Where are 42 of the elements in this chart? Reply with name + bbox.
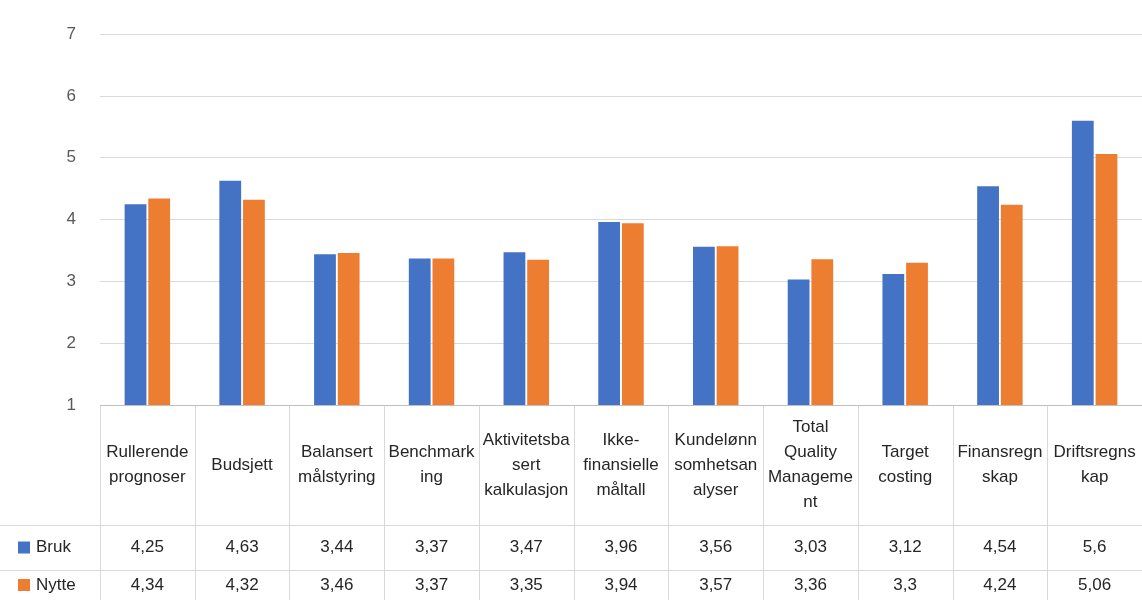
x-tick-label: Ikke-finansielle måltall [583,429,659,499]
y-tick-label: 6 [66,85,76,105]
data-label: 4,34 [130,574,164,594]
data-label: 4,63 [225,537,259,557]
data-label: 3,12 [888,537,922,557]
data-label: 5,6 [1082,537,1107,557]
y-tick-label: 4 [66,209,76,229]
x-tick-label: Benchmarking [388,442,476,487]
x-tick-label: Rullerende prognoser [106,442,189,487]
data-label: 3,37 [415,574,449,594]
data-label: 3,44 [320,537,354,557]
data-label: 3,96 [604,537,638,557]
data-label: 4,24 [983,574,1017,594]
y-tick-label: 2 [66,332,76,352]
data-label: 5,06 [1078,574,1112,594]
y-tick-label: 7 [66,23,76,43]
x-tick-label: Kundelønnsomhetsanalyser [674,429,758,499]
data-label: 4,54 [983,537,1017,557]
data-label: 3,37 [415,537,449,557]
legend-label: Bruk [36,537,72,557]
legend-label: Nytte [36,574,76,594]
x-tick-label: Balansert målstyring [298,442,376,487]
x-tick-label: Target costing [878,442,933,487]
data-label: 3,94 [604,574,638,594]
x-tick-label: Budsjett [211,454,274,474]
data-label: 3,36 [793,574,827,594]
x-tick-label: Aktivitetsbasert kalkulasjon [482,429,571,499]
data-label: 3,03 [793,537,827,557]
data-label: 3,46 [320,574,354,594]
x-tick-label: Total Quality Management [767,417,853,512]
y-tick-label: 5 [66,147,76,167]
data-label: 3,3 [893,574,917,594]
data-label: 3,57 [699,574,733,594]
y-tick-label: 3 [66,271,76,291]
data-label: 3,47 [509,537,543,557]
data-label: 4,25 [130,537,164,557]
data-label: 4,32 [225,574,259,594]
x-tick-label: Driftsregnskap [1053,442,1136,487]
y-tick-label: 1 [66,394,76,414]
data-label: 3,35 [509,574,543,594]
data-label: 3,56 [699,537,733,557]
x-tick-label: Finansregnskap [957,442,1043,487]
